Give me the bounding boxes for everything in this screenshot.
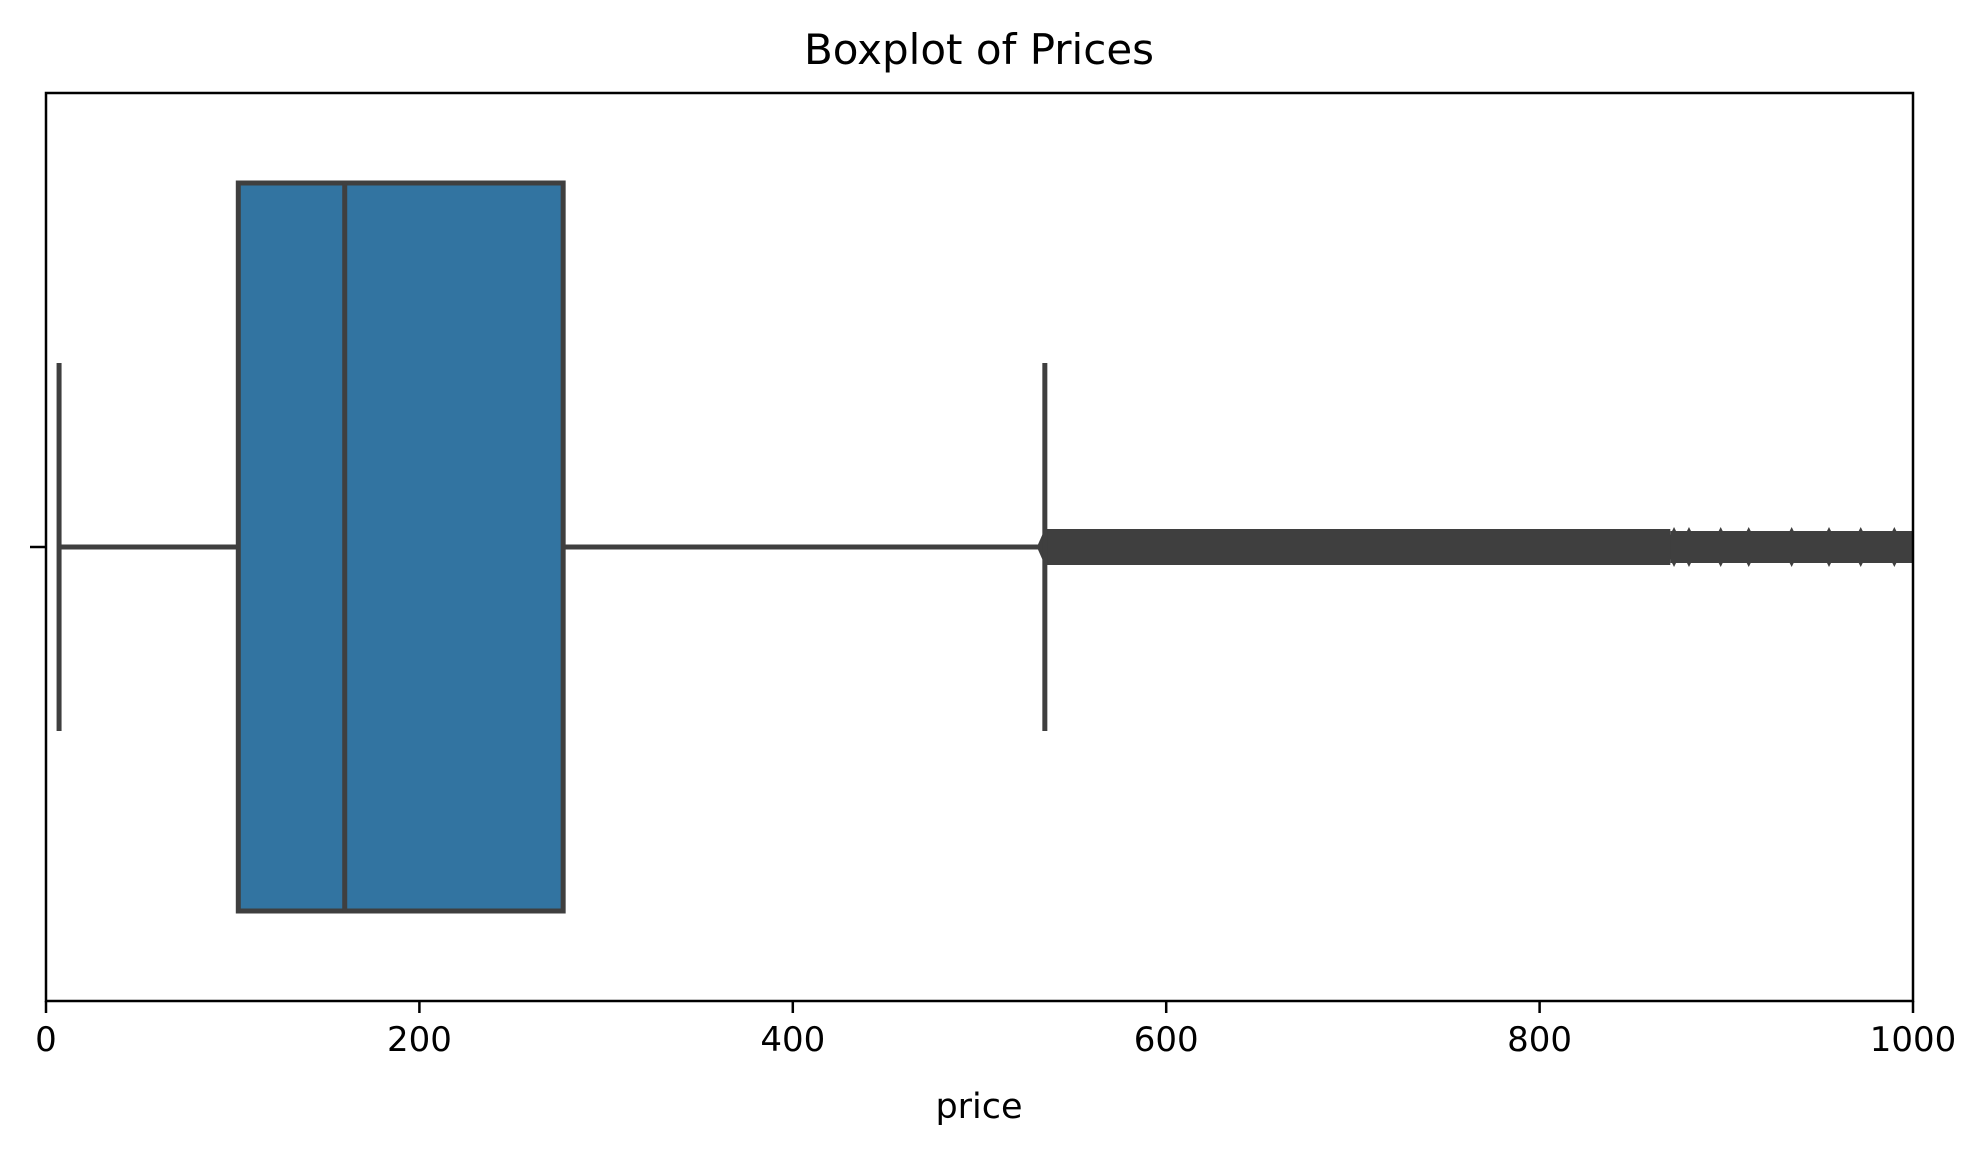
- outlier-cluster: [1044, 529, 1671, 565]
- x-tick-label: 800: [1507, 1020, 1572, 1060]
- x-axis-label: price: [935, 1087, 1022, 1127]
- x-tick-label: 0: [35, 1020, 57, 1060]
- plot-area: [56, 180, 1913, 914]
- x-tick-label: 400: [760, 1020, 825, 1060]
- outlier-cluster: [1670, 531, 1913, 563]
- outlier-points: [1036, 527, 1913, 567]
- x-tick-label: 1000: [1870, 1020, 1957, 1060]
- x-tick-label: 200: [387, 1020, 452, 1060]
- iqr-box: [235, 180, 566, 914]
- x-axis-ticks: 0 200 400 600 800 1000: [35, 1001, 1956, 1060]
- chart-title: Boxplot of Prices: [804, 25, 1154, 74]
- x-tick-label: 600: [1134, 1020, 1199, 1060]
